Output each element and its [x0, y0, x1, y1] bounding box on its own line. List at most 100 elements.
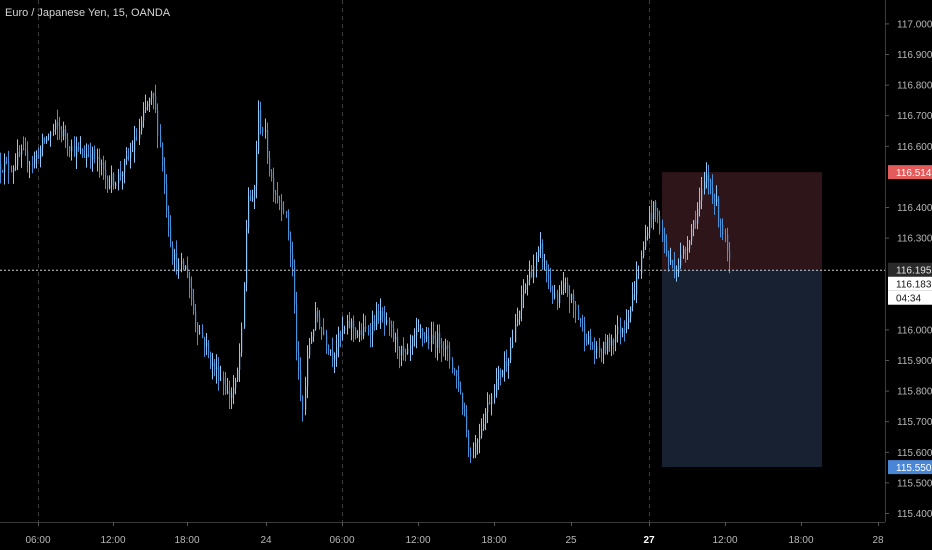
candle-body [147, 103, 149, 107]
candle-body [395, 336, 397, 340]
candle-body [468, 432, 470, 453]
candle-body [456, 370, 458, 377]
candle-body [363, 326, 365, 337]
candle-body [651, 212, 653, 220]
candle-body [349, 320, 351, 328]
candle-body [403, 345, 405, 352]
candle-body [626, 322, 628, 330]
candle-body [504, 361, 506, 371]
candle-body [153, 93, 155, 96]
candle-body [559, 294, 561, 304]
candle-body [29, 163, 31, 165]
candle-body [689, 240, 691, 249]
countdown-label-bg [888, 290, 932, 305]
candle-body [134, 136, 136, 151]
candle-body [78, 146, 80, 150]
candle-body [678, 265, 680, 273]
candle-body [647, 232, 649, 236]
candle-body [512, 341, 514, 347]
candle-body [433, 334, 435, 340]
candle-body [122, 172, 124, 176]
candle-body [204, 337, 206, 347]
candle-body [636, 274, 638, 295]
candle-body [470, 452, 472, 457]
candle-body [105, 170, 107, 178]
candle-body [506, 361, 508, 367]
candle-body [384, 316, 386, 324]
candle-body [340, 332, 342, 334]
candle-body [305, 386, 307, 410]
candle-body [15, 165, 17, 168]
candle-body [607, 337, 609, 352]
candle-body [596, 346, 598, 353]
time-tick-label: 28 [872, 535, 884, 546]
candle-body [452, 360, 454, 370]
candle-body [21, 149, 23, 155]
candle-body [183, 261, 185, 270]
time-tick-label: 12:00 [100, 535, 125, 546]
candle-body [223, 378, 225, 385]
candle-body [708, 175, 710, 181]
candle-body [454, 369, 456, 371]
candle-body [317, 310, 319, 318]
candle-body [2, 170, 4, 172]
candle-body [630, 306, 632, 318]
price-axis[interactable]: 117.000 116.900 116.800 116.700 116.600 116.4… [885, 19, 932, 520]
candle-body [74, 145, 76, 157]
candle-body [84, 156, 86, 158]
candle-body [407, 348, 409, 354]
time-tick-label: 25 [565, 535, 577, 546]
candle-body [88, 154, 90, 156]
candle-body [67, 139, 69, 147]
candle-body [393, 328, 395, 340]
candle-body [683, 249, 685, 255]
candle-body [283, 210, 285, 212]
candle-body [676, 272, 678, 274]
candle-body [624, 328, 626, 330]
candle-body [279, 200, 281, 202]
candle-body [657, 211, 659, 216]
candle-body [666, 242, 668, 254]
candle-body [645, 235, 647, 247]
candle-body [82, 149, 84, 157]
candle-body [441, 344, 443, 349]
candle-body [638, 273, 640, 275]
candle-body [491, 395, 493, 405]
candle-body [554, 292, 556, 298]
candle-body [130, 151, 132, 158]
candle-body [664, 232, 666, 243]
candle-body [250, 195, 252, 201]
candle-body [368, 328, 370, 333]
candle-body [23, 149, 25, 151]
candle-body [498, 370, 500, 379]
candle-body [380, 311, 382, 321]
candle-body [111, 173, 113, 186]
candle-body [529, 271, 531, 280]
candle-body [195, 311, 197, 323]
candle-body [151, 93, 153, 99]
candle-body [365, 326, 367, 329]
candle-body [199, 332, 201, 334]
candle-body [294, 266, 296, 305]
candle-body [136, 136, 138, 139]
candle-body [313, 329, 315, 337]
candle-body [330, 350, 332, 352]
price-tick-label: 115.500 [897, 478, 932, 489]
candle-body [401, 345, 403, 356]
candle-body [674, 265, 676, 274]
candle-body [416, 330, 418, 336]
candle-body [25, 149, 27, 151]
candle-body [533, 266, 535, 278]
candle-body [218, 367, 220, 381]
candle-body [653, 201, 655, 220]
candle-body [435, 339, 437, 348]
candle-body [286, 211, 288, 213]
candle-body [578, 310, 580, 319]
candle-body [99, 157, 101, 165]
time-axis[interactable]: 06:00 12:00 18:00 24 06:00 12:00 18:00 25 27 12:0… [25, 522, 884, 546]
candle-body [458, 376, 460, 389]
candle-body [298, 352, 300, 371]
candle-body [567, 282, 569, 295]
time-tick-label: 06:00 [329, 535, 354, 546]
